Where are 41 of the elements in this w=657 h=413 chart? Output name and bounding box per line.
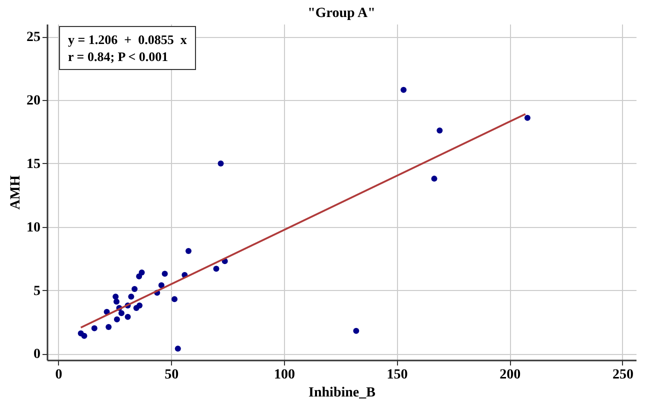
point	[436, 128, 443, 134]
point	[162, 270, 168, 277]
y-tick-label: 5	[34, 284, 40, 299]
point	[174, 346, 181, 352]
point	[114, 316, 120, 322]
x-tick-label: 150	[386, 368, 408, 382]
annotation: r = 0.84; P < 0.001	[68, 48, 170, 65]
point	[213, 266, 220, 272]
point	[400, 86, 407, 93]
point	[431, 176, 438, 182]
point	[185, 248, 192, 254]
point	[81, 332, 88, 339]
x-axis-title: Inhibine_B	[308, 386, 376, 400]
point	[353, 328, 360, 334]
point	[124, 314, 131, 320]
y-tick-label: 10	[26, 220, 40, 236]
x-tick-label: 200	[500, 368, 521, 382]
y-tick-label: 25	[26, 30, 40, 46]
x-tick-label: 0	[55, 368, 62, 382]
point	[91, 325, 98, 332]
point	[128, 294, 134, 300]
point	[218, 160, 224, 166]
y-tick-label: 0	[34, 347, 40, 362]
x-tick-label: 50	[164, 368, 179, 382]
y-tick-label: 20	[26, 94, 40, 109]
point	[106, 324, 112, 330]
point	[114, 298, 120, 305]
point	[132, 286, 138, 292]
x-tick-label: 250	[612, 368, 634, 382]
point	[118, 310, 124, 316]
point	[524, 114, 530, 121]
chart-title: "Group A"	[308, 6, 376, 21]
point	[172, 296, 178, 302]
y-axis-title: AMH	[8, 175, 24, 210]
point	[138, 270, 145, 276]
y-tick-label: 15	[26, 156, 40, 172]
point	[158, 282, 164, 288]
annotation: y = 1.206 + 0.0855 x	[68, 31, 187, 48]
x-tick-label: 100	[274, 368, 295, 382]
point	[136, 302, 143, 308]
point	[112, 294, 119, 300]
